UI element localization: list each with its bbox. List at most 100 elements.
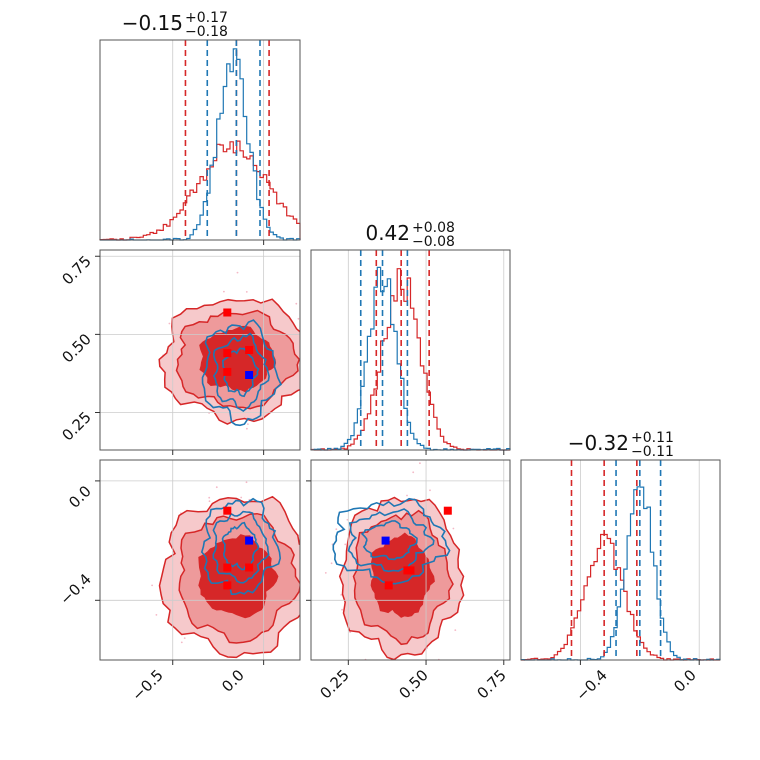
scatter-point-1-85	[215, 486, 218, 489]
scatter-point-2-138	[344, 543, 347, 546]
truth-red-p0p2-1	[223, 563, 232, 572]
hist-red-p0	[99, 140, 301, 241]
xtick-label-p0-neg05: −0.5	[128, 666, 166, 704]
panel-frame-10	[99, 249, 301, 451]
xtick-label-p1-050: 0.50	[395, 666, 431, 702]
scatter-point-1-12	[245, 481, 248, 484]
scatter-point-1-87	[240, 496, 243, 499]
blue-contour-1-0	[200, 497, 282, 596]
ytick-label-p1-050: 0.50	[58, 330, 94, 366]
red-contour-1-2	[198, 534, 279, 619]
scatter-point-0-115	[245, 291, 248, 293]
truth-red-p0p1-1	[223, 349, 232, 358]
scatter-point-2-62	[412, 471, 415, 474]
scatter-point-2-6	[419, 462, 421, 465]
truth-blue-p0p1	[245, 371, 254, 379]
blue-contour-2-1	[347, 508, 435, 573]
truth-markers	[223, 308, 452, 590]
title-param-2: −0.32	[568, 431, 629, 455]
quantile-lines	[184, 40, 662, 660]
blue-contour-0-0	[201, 319, 282, 427]
hist-blue-p1	[310, 266, 511, 451]
truth-blue-p1p2	[381, 536, 390, 545]
scatter-point-2-34	[349, 631, 352, 633]
panel-frame-20	[99, 459, 301, 661]
panel-frame-21	[310, 459, 511, 661]
scatter-point-2-44	[452, 527, 455, 530]
blue-contour-0-1	[212, 332, 270, 412]
truth-red-p0p1-2	[245, 346, 254, 354]
scatter-point-1-129	[151, 584, 154, 587]
title-param-0-plus: +0.17	[185, 10, 228, 26]
truth-blue-p0p2	[245, 536, 254, 545]
scatter-point-2-100	[346, 518, 349, 521]
scatter-point-2-97	[429, 489, 431, 492]
blue-contour-1-1	[212, 510, 270, 584]
scatter-point-1-34	[300, 552, 302, 554]
title-param-0-minus: −0.18	[185, 24, 228, 40]
scatter-point-0-105	[295, 302, 298, 305]
panel-frame-11	[310, 249, 511, 451]
truth-red-p1p2-3	[384, 581, 393, 590]
scatter-point-0-52	[316, 358, 318, 360]
scatter-point-1-36	[183, 637, 186, 639]
scatter-point-0-42	[168, 322, 171, 325]
ytick-label-p2-00: 0.0	[65, 482, 95, 512]
scatter-point-0-0	[374, 419, 376, 421]
scatter-point-2-79	[330, 562, 333, 565]
hist-blue-p0	[100, 48, 301, 241]
truth-red-p0p2-0	[223, 506, 232, 515]
title-param-2-minus: −0.11	[631, 444, 674, 460]
scatter-point-0-51	[236, 271, 239, 274]
title-param-1: 0.42	[365, 221, 410, 245]
scatter-point-0-107	[314, 355, 316, 357]
title-param-1-minus: −0.08	[412, 234, 455, 250]
truth-red-p0p2-2	[245, 563, 254, 572]
xtick-label-p1-075: 0.75	[473, 666, 509, 702]
truth-red-p1p2-2	[406, 566, 415, 575]
scatter-point-1-120	[180, 641, 183, 644]
title-param-0: −0.15	[122, 11, 183, 35]
scatter-point-2-101	[454, 629, 457, 631]
truth-red-p0p2-3	[223, 581, 232, 590]
scatter-point-0-59	[339, 410, 341, 412]
ytick-label-p2-neg04: −0.4	[56, 570, 94, 608]
ytick-label-p1-075: 0.75	[58, 252, 94, 288]
ytick-label-p1-025: 0.25	[58, 408, 94, 444]
scatter-point-0-106	[297, 317, 300, 320]
scatter-point-1-74	[208, 496, 211, 499]
xtick-label-p2-00: 0.0	[670, 666, 700, 696]
scatter-point-0-69	[301, 388, 303, 390]
title-param-2-plus: +0.11	[631, 430, 674, 446]
scatter-point-1-86	[287, 660, 289, 662]
xtick-label-p0-00: 0.0	[218, 666, 248, 696]
scatter-point-0-21	[223, 290, 225, 293]
scatter-point-1-92	[283, 674, 285, 676]
scatter-point-2-65	[335, 528, 338, 531]
scatter-point-0-125	[353, 355, 355, 357]
truth-red-p0p1-0	[223, 308, 232, 317]
scatter-point-0-61	[315, 405, 317, 407]
scatter-point-2-117	[324, 572, 327, 574]
scatter-point-0-66	[246, 427, 248, 430]
contour-lines	[200, 319, 451, 596]
truth-red-p0p1-3	[223, 367, 232, 376]
scatter-point-1-72	[155, 614, 158, 616]
blue-contour-2-2	[360, 520, 418, 561]
title-param-1-plus: +0.08	[412, 220, 455, 236]
scatter-point-1-50	[208, 500, 211, 503]
panel-frames	[99, 39, 721, 661]
truth-red-p1p2-0	[443, 506, 452, 515]
scatter-point-2-67	[406, 494, 408, 497]
scatter-point-0-99	[247, 423, 249, 425]
grid-lines	[100, 40, 700, 660]
xtick-label-p2-neg04: −0.4	[572, 666, 610, 704]
panel-frame-00	[99, 39, 301, 241]
xtick-label-p1-025: 0.25	[316, 666, 352, 702]
scatter-point-2-60	[388, 727, 390, 729]
panel-frame-22	[520, 459, 721, 661]
scatter-point-2-90	[340, 594, 343, 596]
tick-marks	[95, 240, 700, 665]
scatter-point-2-15	[341, 608, 343, 611]
